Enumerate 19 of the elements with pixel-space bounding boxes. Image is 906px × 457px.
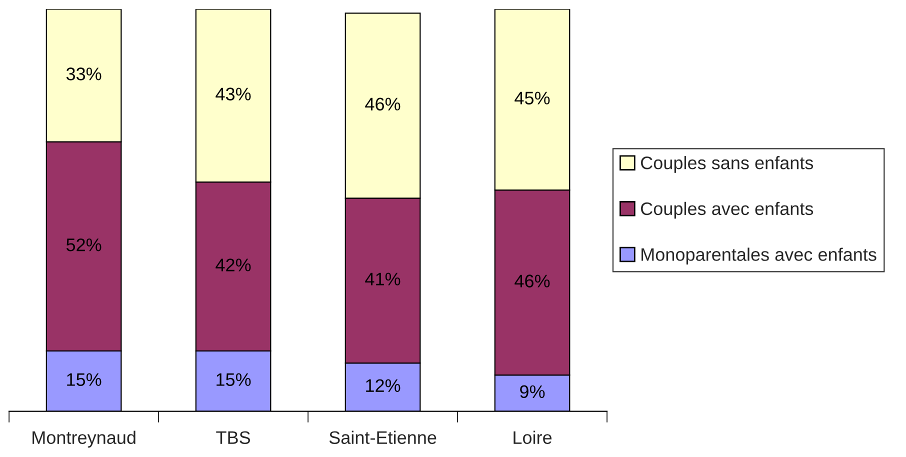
data-label: 46%	[514, 274, 550, 288]
data-label: 43%	[216, 88, 251, 100]
data-label: 46%	[365, 98, 400, 111]
data-label: 15%	[216, 373, 251, 386]
data-label: 42%	[216, 258, 251, 272]
data-label: 12%	[366, 379, 400, 392]
x-tick-label: Montreynaud	[32, 430, 136, 448]
legend-label: Monoparentales avec enfants	[642, 248, 876, 264]
data-label: 9%	[520, 385, 545, 398]
x-tick-label: Loire	[514, 430, 552, 444]
legend-label: Couples avec enfants	[641, 202, 814, 219]
data-label: 52%	[66, 238, 102, 252]
data-label: 33%	[66, 68, 102, 80]
x-tick-label: Saint-Etienne	[329, 430, 436, 444]
data-label: 15%	[67, 373, 102, 386]
x-tick-label: TBS	[216, 431, 250, 444]
data-label: 45%	[514, 92, 550, 104]
data-label: 41%	[365, 272, 400, 286]
legend-label: Couples sans enfants	[641, 156, 814, 173]
